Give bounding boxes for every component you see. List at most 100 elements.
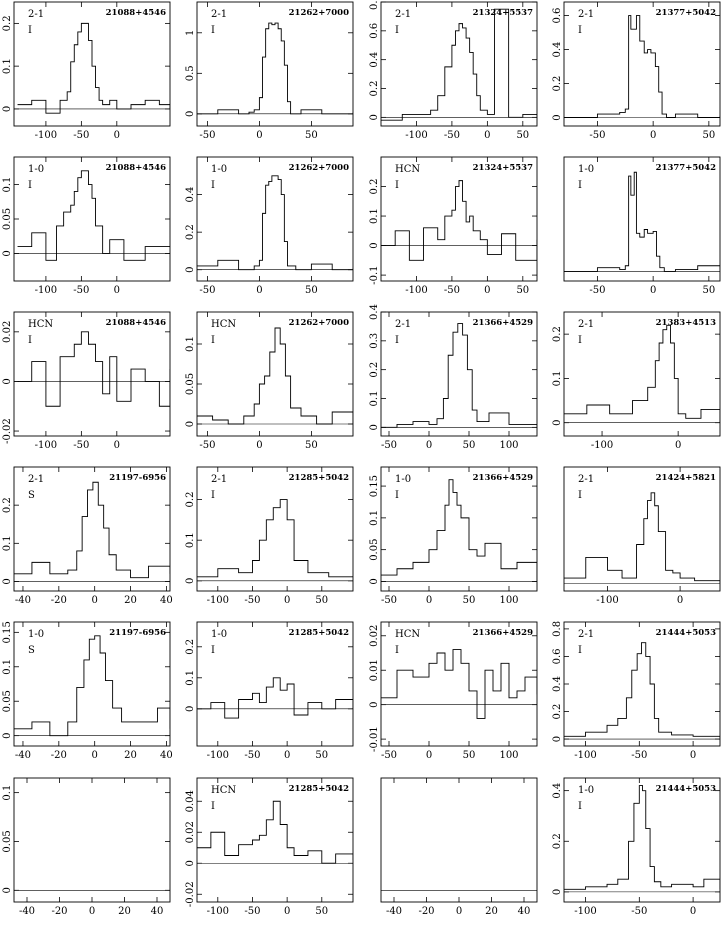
y-tick-label: 0 xyxy=(369,578,380,584)
y-tick-label: 0 xyxy=(185,860,196,866)
mode-label: I xyxy=(211,645,215,656)
x-tick-label: 0 xyxy=(484,285,490,296)
x-tick-label: -50 xyxy=(631,750,647,761)
x-tick-label: -40 xyxy=(386,906,402,917)
y-tick-label: 0.6 xyxy=(369,23,380,39)
x-tick-label: 100 xyxy=(499,440,518,451)
spectrum-trace xyxy=(197,677,353,719)
y-tick-label: 0.15 xyxy=(369,475,380,497)
spectrum-panel: -40 -20 0 20 40 0 0.1 0.2 2-1 S 21197-6956 xyxy=(2,466,173,606)
spectrum-panel: -40 -20 0 20 40 xyxy=(380,777,538,917)
x-tick-label: 0 xyxy=(650,285,656,296)
y-tick-label: 0 xyxy=(552,736,563,742)
y-tick-label: 0.2 xyxy=(552,704,563,720)
y-tick-label: 0.02 xyxy=(185,821,196,843)
plot-frame xyxy=(13,1,171,127)
source-label: 21383+4513 xyxy=(656,318,716,328)
y-tick-label: 0.02 xyxy=(2,321,13,343)
y-tick-label: 0 xyxy=(2,378,13,384)
spectrum-trace xyxy=(17,22,170,114)
x-tick-label: 40 xyxy=(160,750,173,761)
y-tick-label: -0.02 xyxy=(2,418,13,444)
x-tick-label: -20 xyxy=(51,595,67,606)
x-tick-label: 50 xyxy=(305,285,318,296)
y-tick-label: 0.05 xyxy=(369,539,380,561)
source-label: 21088+4546 xyxy=(106,8,166,18)
y-tick-label: 0.5 xyxy=(185,65,196,81)
x-tick-label: 50 xyxy=(315,595,328,606)
plot-frame xyxy=(13,156,171,282)
x-tick-label: 40 xyxy=(518,906,531,917)
x-tick-label: 0 xyxy=(426,440,432,451)
transition-label: HCN xyxy=(395,629,420,640)
y-tick-label: 0.8 xyxy=(552,621,563,637)
x-tick-label: -100 xyxy=(574,906,596,917)
plot-frame xyxy=(380,621,538,747)
spectrum-panel: -100 -50 0 0 0.2 0.4 1-0 I 21444+5053 xyxy=(552,777,721,917)
plot-frame xyxy=(380,777,538,903)
y-tick-label: 0 xyxy=(185,111,196,117)
x-tick-label: 100 xyxy=(499,595,518,606)
plot-frame xyxy=(196,1,354,127)
spectrum-trace xyxy=(564,785,720,890)
x-tick-label: -50 xyxy=(589,285,605,296)
x-tick-label: 0 xyxy=(114,440,120,451)
transition-label: HCN xyxy=(28,319,53,330)
x-tick-label: -100 xyxy=(596,595,618,606)
mode-label: S xyxy=(28,645,35,656)
x-tick-label: 0 xyxy=(256,130,262,141)
y-tick-label: 0.4 xyxy=(185,187,196,203)
transition-label: 1-0 xyxy=(211,629,227,640)
transition-label: 1-0 xyxy=(28,164,44,175)
y-tick-label: 0.4 xyxy=(552,676,563,692)
x-tick-label: -40 xyxy=(15,750,31,761)
spectrum-trace xyxy=(381,323,537,428)
spectrum-panel: -100 -50 0 0 0.1 0.2 2-1 I 21088+4546 xyxy=(2,1,171,141)
x-tick-label: -50 xyxy=(381,440,397,451)
spectrum-panel: -50 0 50 0 0.2 0.4 0.6 2-1 I 21377+5042 xyxy=(552,1,721,141)
y-tick-label: 0 xyxy=(369,114,380,120)
x-tick-label: -50 xyxy=(199,285,215,296)
x-tick-label: 0 xyxy=(426,595,432,606)
mode-label: I xyxy=(395,25,399,36)
transition-label: 2-1 xyxy=(395,9,411,20)
spectrum-panel: -50 0 50 0 0.2 0.4 1-0 I 21262+7000 xyxy=(185,156,354,296)
plot-frame xyxy=(563,777,721,903)
x-tick-label: 100 xyxy=(499,750,518,761)
y-tick-label: 0 xyxy=(185,706,196,712)
source-label: 21324+5537 xyxy=(473,163,533,173)
y-tick-label: 0.15 xyxy=(2,621,13,643)
spectrum-panel: -50 0 50 0 0.05 0.1 HCN I 21262+7000 xyxy=(185,311,354,451)
x-tick-label: 20 xyxy=(118,906,131,917)
mode-label: I xyxy=(395,180,399,191)
y-tick-label: 0.1 xyxy=(369,208,380,224)
x-tick-label: -50 xyxy=(244,906,260,917)
mode-label: I xyxy=(395,335,399,346)
y-tick-label: 0.1 xyxy=(2,659,13,675)
y-tick-label: 0.4 xyxy=(369,52,380,68)
plot-frame xyxy=(196,621,354,747)
x-tick-label: -100 xyxy=(207,906,229,917)
mode-label: I xyxy=(578,801,582,812)
plot-frame xyxy=(563,621,721,747)
mode-label: I xyxy=(211,335,215,346)
y-tick-label: 0.3 xyxy=(369,333,380,349)
spectrum-panel: -100 -50 0 -0.02 0 0.02 HCN I 21088+4546 xyxy=(2,311,171,451)
y-tick-label: 0 xyxy=(369,424,380,430)
spectrum-trace xyxy=(197,327,353,425)
spectrum-panel: -100 0 2-1 I 21424+5821 xyxy=(563,466,721,606)
y-tick-label: 0 xyxy=(2,578,13,584)
y-tick-label: 0.2 xyxy=(552,76,563,92)
transition-label: 2-1 xyxy=(578,629,594,640)
transition-label: 2-1 xyxy=(578,9,594,20)
source-label: 21197-6956 xyxy=(109,473,166,483)
source-label: 21088+4546 xyxy=(106,163,166,173)
mode-label: S xyxy=(28,490,35,501)
y-tick-label: 0.1 xyxy=(369,510,380,526)
source-label: 21377+5042 xyxy=(656,8,716,18)
y-tick-label: 0.4 xyxy=(552,42,563,58)
transition-label: 1-0 xyxy=(28,629,44,640)
mode-label: I xyxy=(578,335,582,346)
y-tick-label: 0.2 xyxy=(185,639,196,655)
